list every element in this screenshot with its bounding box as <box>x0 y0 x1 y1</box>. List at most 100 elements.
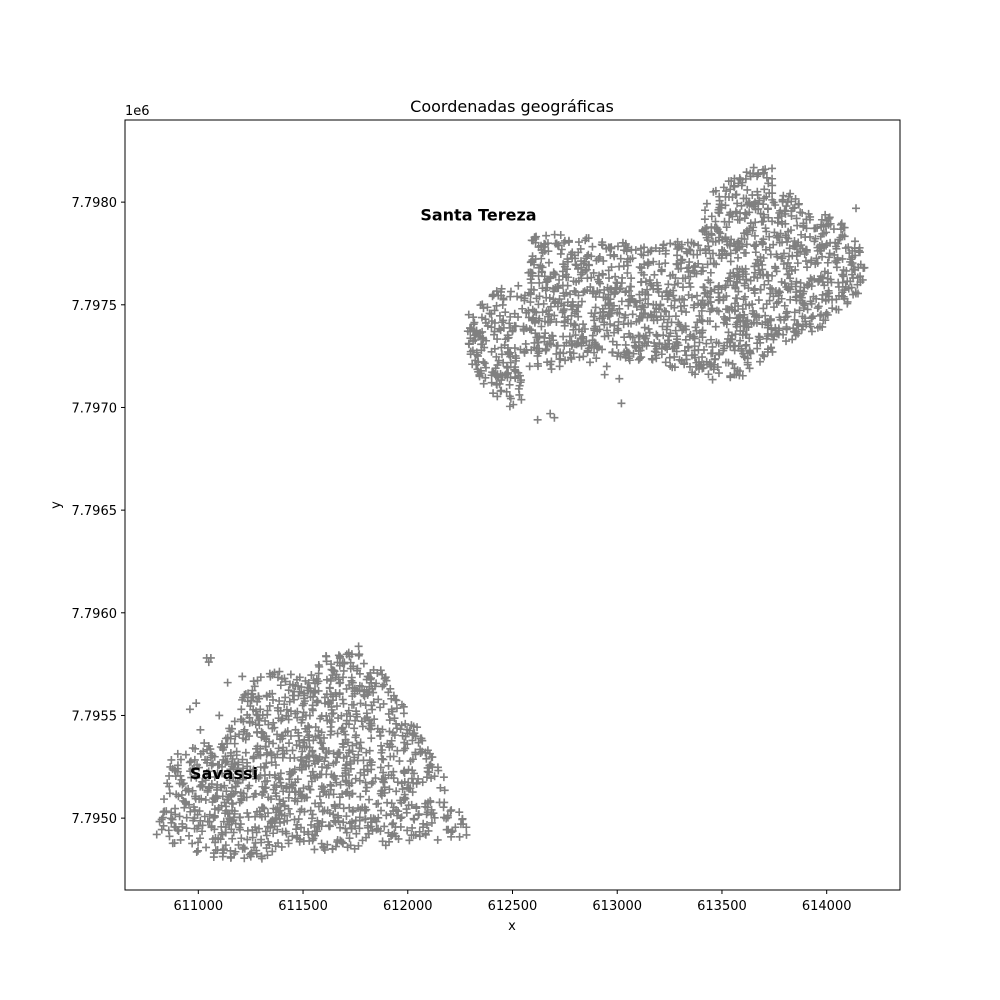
data-point <box>793 320 802 329</box>
data-point <box>526 298 535 307</box>
data-point <box>781 313 790 322</box>
data-point <box>363 821 372 830</box>
data-point <box>727 177 736 186</box>
data-point <box>539 299 548 308</box>
data-point <box>574 291 583 300</box>
data-point <box>666 288 675 297</box>
data-point <box>561 356 570 365</box>
data-point <box>738 242 747 251</box>
data-point <box>331 774 340 783</box>
data-point <box>191 792 200 801</box>
data-point <box>400 769 409 778</box>
data-point <box>238 672 247 681</box>
data-point <box>838 270 847 279</box>
data-point <box>699 360 708 369</box>
data-point <box>193 810 202 819</box>
data-point <box>435 798 444 807</box>
data-point <box>277 842 286 851</box>
data-point <box>331 818 340 827</box>
data-point <box>466 334 475 343</box>
data-point <box>490 327 499 336</box>
data-point <box>248 826 257 835</box>
data-point <box>803 305 812 314</box>
data-point <box>291 681 300 690</box>
data-point <box>280 801 289 810</box>
data-point <box>268 695 277 704</box>
data-point <box>256 705 265 714</box>
data-point <box>652 300 661 309</box>
data-point <box>252 744 261 753</box>
data-point <box>315 792 324 801</box>
data-point <box>806 232 815 241</box>
data-point <box>825 249 834 258</box>
data-point <box>621 288 630 297</box>
data-point <box>403 826 412 835</box>
data-point <box>229 816 238 825</box>
data-point <box>850 237 859 246</box>
data-point <box>570 286 579 295</box>
data-point <box>506 292 515 301</box>
data-point <box>731 207 740 216</box>
data-point <box>546 302 555 311</box>
data-point <box>590 316 599 325</box>
data-point <box>348 692 357 701</box>
data-point <box>748 306 757 315</box>
data-point <box>297 765 306 774</box>
data-point <box>797 325 806 334</box>
data-point <box>275 775 284 784</box>
data-point <box>329 810 338 819</box>
data-point <box>714 369 723 378</box>
data-point <box>257 733 266 742</box>
data-point <box>712 223 721 232</box>
data-point <box>714 339 723 348</box>
data-point <box>763 204 772 213</box>
data-point <box>713 306 722 315</box>
data-point <box>422 773 431 782</box>
data-point <box>480 359 489 368</box>
data-point <box>811 234 820 243</box>
data-point <box>577 297 586 306</box>
data-point <box>310 845 319 854</box>
data-point <box>605 304 614 313</box>
data-point <box>750 231 759 240</box>
data-point <box>546 409 555 418</box>
data-point <box>430 813 439 822</box>
data-point <box>759 200 768 209</box>
data-point <box>250 789 259 798</box>
data-point <box>350 844 359 853</box>
data-point <box>700 215 709 224</box>
data-point <box>613 352 622 361</box>
data-point <box>319 745 328 754</box>
data-point <box>799 219 808 228</box>
data-point <box>599 256 608 265</box>
data-point <box>286 809 295 818</box>
data-point <box>655 260 664 269</box>
data-point <box>406 757 415 766</box>
data-point <box>411 750 420 759</box>
data-point <box>262 831 271 840</box>
data-point <box>756 209 765 218</box>
data-point <box>492 301 501 310</box>
data-point <box>358 836 367 845</box>
data-point <box>707 335 716 344</box>
data-point <box>746 219 755 228</box>
data-point <box>756 357 765 366</box>
data-point <box>389 774 398 783</box>
data-point <box>706 362 715 371</box>
data-point <box>243 710 252 719</box>
data-point <box>165 771 174 780</box>
data-point <box>387 694 396 703</box>
data-point <box>699 345 708 354</box>
data-point <box>502 387 511 396</box>
data-point <box>780 279 789 288</box>
data-point <box>849 265 858 274</box>
data-point <box>728 359 737 368</box>
data-point <box>742 210 751 219</box>
data-point <box>367 678 376 687</box>
data-point <box>505 392 514 401</box>
data-point <box>737 234 746 243</box>
data-point <box>309 751 318 760</box>
data-point <box>611 272 620 281</box>
data-point <box>729 268 738 277</box>
data-point <box>280 700 289 709</box>
